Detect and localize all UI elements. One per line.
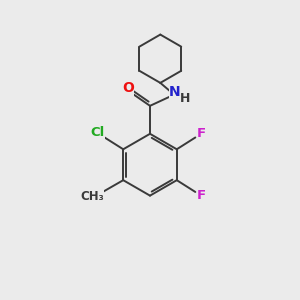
Text: Cl: Cl <box>91 126 105 139</box>
Text: F: F <box>197 127 206 140</box>
Text: O: O <box>122 82 134 95</box>
Text: H: H <box>180 92 190 105</box>
Text: F: F <box>197 189 206 202</box>
Text: N: N <box>169 85 181 99</box>
Text: CH₃: CH₃ <box>80 190 104 203</box>
